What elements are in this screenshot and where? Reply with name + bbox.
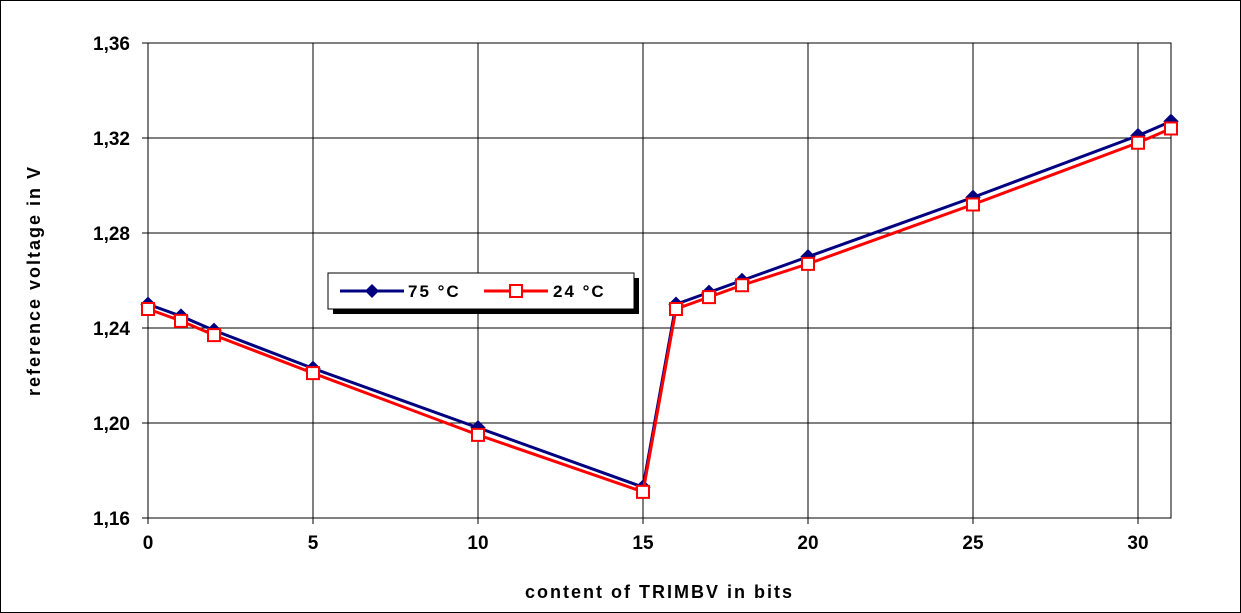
y-tick-label: 1,32 — [93, 129, 130, 150]
y-tick-label: 1,16 — [93, 509, 130, 530]
data-point-24c — [669, 302, 683, 316]
x-tick-label: 25 — [962, 533, 984, 554]
data-point-24c — [207, 328, 221, 343]
data-point-24c — [801, 256, 815, 271]
x-tick-label: 20 — [797, 533, 818, 554]
data-point-24c — [966, 197, 980, 212]
y-tick-label: 1,28 — [93, 224, 130, 245]
x-tick-label: 15 — [632, 533, 654, 554]
legend-label-75c: 75 °C — [408, 282, 461, 301]
data-point-24c — [1164, 121, 1178, 136]
x-tick-label: 0 — [143, 533, 154, 554]
data-point-24c — [141, 302, 155, 316]
data-point-24c — [636, 484, 650, 499]
legend-label-24c: 24 °C — [553, 282, 606, 301]
legend: 75 °C 24 °C — [327, 272, 639, 314]
axis-ticks: 0 5 10 15 20 25 30 1,16 1,20 1,24 1,28 1,32 1,36 — [93, 34, 1149, 554]
x-axis-title: content of TRIMBV in bits — [525, 582, 794, 602]
y-axis-title: reference voltage in V — [24, 165, 44, 396]
x-tick-label: 30 — [1127, 533, 1148, 554]
x-tick-label: 5 — [308, 533, 319, 554]
legend-marker-24c — [509, 284, 523, 298]
data-point-24c — [306, 366, 320, 381]
y-tick-label: 1,24 — [93, 319, 130, 340]
series-layer — [140, 113, 1179, 499]
y-tick-label: 1,36 — [93, 34, 130, 55]
data-point-24c — [174, 313, 188, 328]
legend-marker-75c — [365, 284, 379, 298]
data-point-24c — [735, 278, 749, 293]
data-point-24c — [1131, 135, 1145, 150]
x-tick-label: 10 — [467, 533, 488, 554]
data-point-24c — [471, 427, 485, 442]
plot-area — [147, 42, 1172, 519]
y-tick-label: 1,20 — [93, 414, 130, 435]
data-point-24c — [702, 290, 716, 305]
